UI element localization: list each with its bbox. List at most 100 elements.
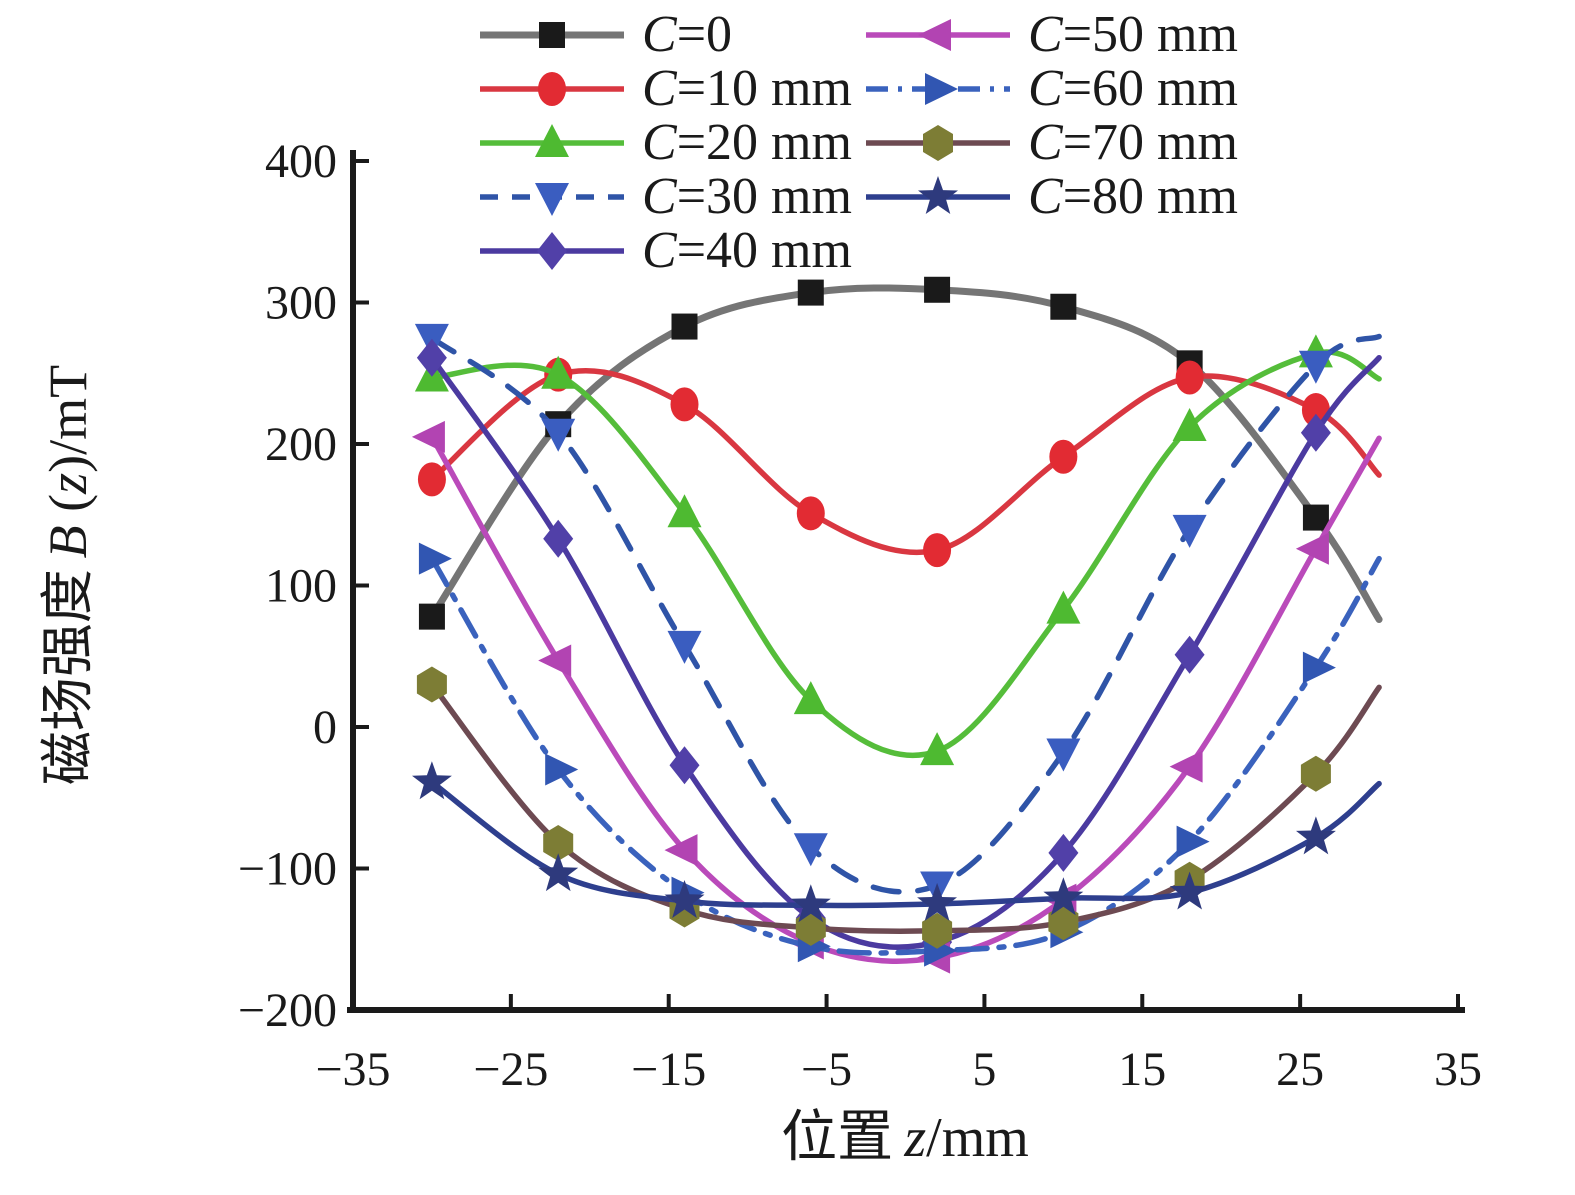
x-axis-label-var: z [904, 1107, 927, 1169]
marker-triangle-up [1172, 408, 1207, 441]
legend-item-C=10-mm: C=10 mm [478, 62, 852, 116]
y-tick-label: 300 [265, 277, 337, 330]
marker-triangle-down [541, 418, 576, 452]
marker-diamond [543, 519, 574, 558]
marker-square [1302, 504, 1329, 531]
series-C=10-mm [417, 357, 1382, 568]
marker-triangle-down [793, 833, 828, 867]
legend-sample-line [866, 19, 1010, 51]
y-tick-label: −100 [238, 843, 337, 896]
marker-hexagon [416, 666, 447, 703]
marker-circle [1175, 360, 1204, 395]
legend-label: C=30 mm [642, 168, 852, 225]
marker-circle [923, 533, 952, 568]
legend-item-C=30-mm: C=30 mm [478, 170, 852, 224]
marker-diamond [537, 232, 567, 270]
marker-diamond [416, 338, 447, 377]
legend-column-1: C=0 C=10 mm C=20 mm C=30 mm C=40 mm [478, 8, 852, 278]
marker-triangle-up [541, 355, 576, 389]
marker-star [664, 880, 705, 918]
marker-star [917, 882, 957, 921]
marker-square [539, 22, 565, 48]
marker-triangle-down [1298, 350, 1333, 384]
marker-hexagon [923, 125, 953, 161]
legend-item-C=0: C=0 [478, 8, 852, 62]
marker-triangle-down [1046, 738, 1081, 772]
series-C=80-mm [412, 761, 1382, 923]
marker-circle [670, 387, 699, 422]
x-axis-label-cn: 位置 [781, 1107, 894, 1169]
marker-triangle-right [1302, 651, 1336, 684]
marker-star [412, 761, 452, 800]
marker-triangle-right [925, 73, 958, 105]
marker-triangle-left [1169, 750, 1203, 783]
marker-square [1050, 293, 1077, 320]
marker-star [1169, 871, 1210, 910]
marker-triangle-up [793, 681, 828, 715]
marker-triangle-up [1046, 590, 1081, 624]
legend-sample-line [480, 22, 624, 48]
marker-square [924, 276, 951, 303]
x-tick-label: 35 [1434, 1043, 1482, 1096]
legend-label: C=80 mm [1028, 168, 1238, 225]
marker-triangle-down [1172, 514, 1207, 548]
y-axis-label-close: ) [38, 454, 98, 473]
marker-circle [796, 496, 825, 531]
legend-item-C=40-mm: C=40 mm [478, 224, 852, 278]
marker-triangle-left [538, 644, 572, 677]
marker-diamond [1174, 635, 1205, 674]
y-axis-label-unit: /mT [38, 364, 98, 455]
marker-diamond [1048, 833, 1079, 872]
marker-hexagon [1300, 755, 1331, 792]
series-C=30-mm [414, 323, 1382, 905]
legend-item-C=60-mm: C=60 mm [864, 62, 1238, 116]
marker-star [790, 884, 831, 923]
legend-sample-line [480, 183, 624, 216]
y-tick-label: 0 [313, 701, 337, 754]
ticks [351, 159, 1460, 1012]
y-tick-label: −200 [238, 984, 337, 1037]
legend-column-2: C=50 mm C=60 mm C=70 mm C=80 mm [864, 8, 1238, 224]
x-tick-label: −15 [631, 1043, 706, 1096]
y-axis-label: 磁场强度 B (z)/mT [38, 225, 105, 925]
marker-diamond [669, 746, 700, 785]
marker-triangle-right [418, 542, 452, 575]
legend-sample-line [480, 232, 624, 270]
series-line [429, 555, 1382, 956]
marker-star [918, 176, 958, 214]
x-axis-label-unit: /mm [926, 1107, 1029, 1169]
marker-star [538, 853, 579, 892]
x-tick-label: −25 [473, 1043, 548, 1096]
legend-label: C=20 mm [642, 114, 852, 171]
legend-item-C=80-mm: C=80 mm [864, 170, 1238, 224]
marker-triangle-left [664, 834, 698, 867]
marker-square [418, 603, 445, 630]
legend-label: C=40 mm [642, 222, 852, 279]
y-tick-label: 200 [265, 418, 337, 471]
marker-circle [417, 462, 446, 497]
x-axis-label: 位置 z/mm [605, 1107, 1205, 1178]
marker-circle [1049, 439, 1078, 474]
legend-sample-line [866, 73, 1010, 105]
x-tick-label: −5 [801, 1043, 852, 1096]
marker-triangle-down [667, 630, 702, 664]
tick-labels: 400 300 200 100 0 −100 −200 −35 −25 −15 −5 5 15 25 35 [238, 135, 1482, 1096]
x-tick-label: −35 [315, 1043, 390, 1096]
y-tick-label: 400 [265, 135, 337, 188]
legend-sample-line [480, 124, 624, 157]
y-axis-label-argvar: z [38, 472, 98, 494]
marker-triangle-left [411, 420, 445, 453]
series-line [429, 681, 1382, 934]
marker-hexagon [922, 912, 953, 949]
marker-triangle-left [918, 19, 951, 51]
marker-triangle-right [545, 753, 579, 786]
marker-circle [538, 72, 566, 106]
legend-label: C=60 mm [1028, 60, 1238, 117]
x-tick-label: 5 [972, 1043, 996, 1096]
marker-star [1043, 877, 1084, 916]
legend-item-C=70-mm: C=70 mm [864, 116, 1238, 170]
legend-sample-line [866, 176, 1010, 214]
marker-hexagon [1048, 904, 1079, 941]
